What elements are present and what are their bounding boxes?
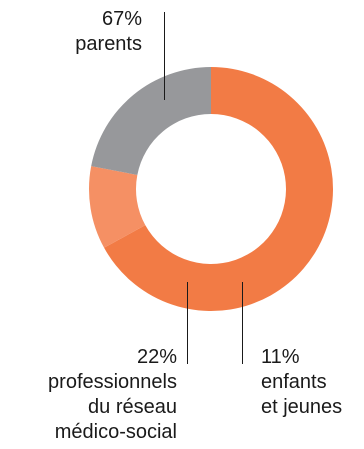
value-label-enfants: 11% — [261, 346, 300, 368]
label-professionnels: 22% professionnels du réseau médico-soci… — [48, 345, 177, 445]
label-enfants: 11% enfants et jeunes — [261, 345, 342, 420]
value-label-parents: 67% — [101, 8, 142, 30]
category-label-enfants-line-1: enfants — [261, 371, 327, 393]
slice-parents — [104, 67, 333, 311]
value-label-professionnels: 22% — [136, 346, 177, 368]
slice-professionnels — [91, 67, 211, 175]
category-label-professionnels-line-1: professionnels — [48, 371, 177, 393]
category-label-professionnels-line-2: du réseau — [88, 396, 177, 418]
slice-enfants — [89, 166, 146, 248]
category-label-professionnels-line-3: médico-social — [54, 421, 177, 443]
category-label-parents-line-1: parents — [75, 33, 142, 55]
category-label-enfants-line-2: et jeunes — [261, 396, 343, 418]
label-parents: 67% parents — [75, 7, 142, 57]
